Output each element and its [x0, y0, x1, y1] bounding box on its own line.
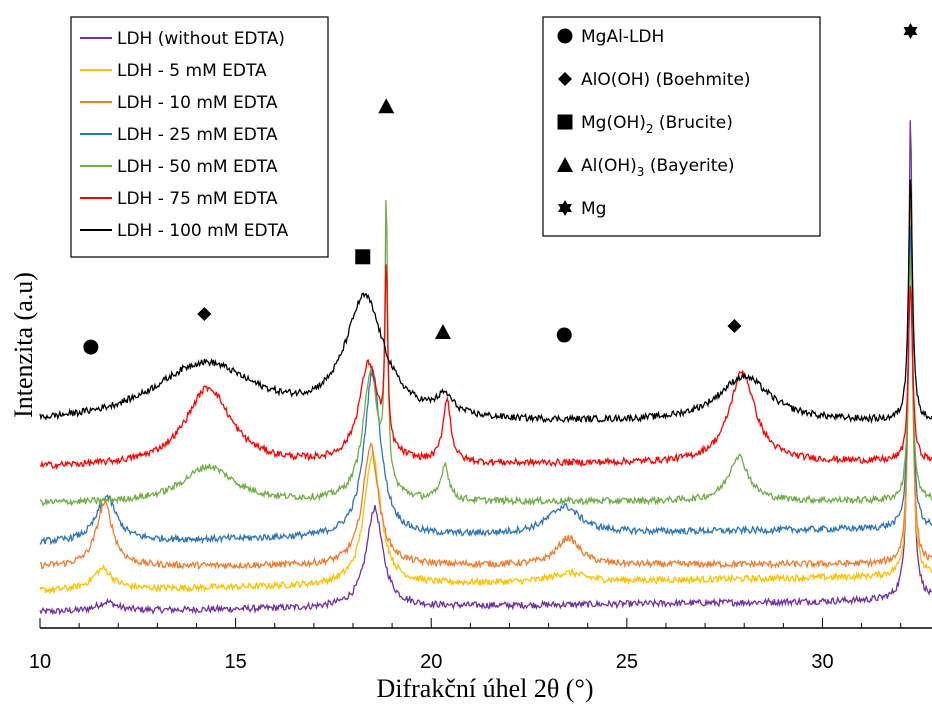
series-layer [39, 120, 932, 616]
legend-label-3: LDH - 10 mM EDTA [117, 93, 278, 113]
series-legend-box [70, 16, 329, 258]
legend-label-4: LDH - 25 mM EDTA [117, 125, 278, 145]
series-line-6 [39, 264, 932, 471]
legend-label-1: LDH (without EDTA) [117, 29, 285, 49]
phase-legend-symbol-circle [557, 28, 573, 44]
phase-legend-label-2: AlO(OH) (Boehmite) [581, 70, 751, 90]
series-line-1 [39, 120, 932, 616]
peak-marker-diamond-7 [727, 319, 742, 334]
legend-label-5: LDH - 50 mM EDTA [117, 157, 278, 177]
y-axis-title: Intenzita (a.u) [9, 272, 38, 418]
phase-legend-symbol-star [558, 200, 572, 216]
series-line-5 [39, 199, 932, 507]
peak-marker-circle-1 [83, 339, 99, 355]
x-tick-label-15: 15 [224, 651, 246, 673]
phase-legend: MgAl-LDH AlO(OH) (Boehmite) Mg(OH)2 (Bruci… [542, 16, 821, 237]
phase-legend-symbol-triangle [557, 157, 573, 172]
x-tick-label-25: 25 [616, 651, 638, 673]
series-legend: LDH (without EDTA) LDH - 5 mM EDTA LDH - 1… [70, 16, 329, 258]
phase-legend-label-1: MgAl-LDH [581, 27, 664, 47]
legend-label-2: LDH - 5 mM EDTA [117, 61, 267, 81]
x-tick-label-10: 10 [29, 651, 51, 673]
phase-legend-label-4: Al(OH)3 (Bayerite) [581, 156, 735, 179]
peak-marker-triangle-4 [378, 98, 395, 114]
x-axis-title: Difrakční úhel 2θ (°) [376, 674, 593, 703]
peak-marker-star-8 [903, 23, 918, 40]
phase-legend-box [542, 16, 821, 237]
phase-legend-symbol-square [557, 114, 573, 130]
series-line-7 [39, 179, 932, 425]
series-line-4 [39, 225, 932, 546]
x-tick-label-20: 20 [420, 651, 442, 673]
phase-legend-label-3: Mg(OH)2 (Brucite) [581, 113, 733, 136]
peak-marker-triangle-5 [434, 324, 451, 340]
peak-marker-diamond-2 [197, 306, 212, 321]
phase-legend-symbol-diamond [558, 72, 572, 86]
series-line-2 [39, 207, 932, 595]
legend-label-6: LDH - 75 mM EDTA [117, 189, 278, 209]
peak-marker-circle-6 [556, 327, 572, 343]
peak-marker-layer [83, 23, 918, 355]
legend-label-7: LDH - 100 mM EDTA [117, 221, 289, 241]
peak-marker-square-3 [355, 249, 371, 265]
phase-legend-label-5: Mg [581, 199, 606, 219]
x-axis: 10 15 20 25 30 [29, 618, 932, 673]
x-tick-label-30: 30 [811, 651, 833, 673]
series-line-3 [39, 202, 932, 570]
